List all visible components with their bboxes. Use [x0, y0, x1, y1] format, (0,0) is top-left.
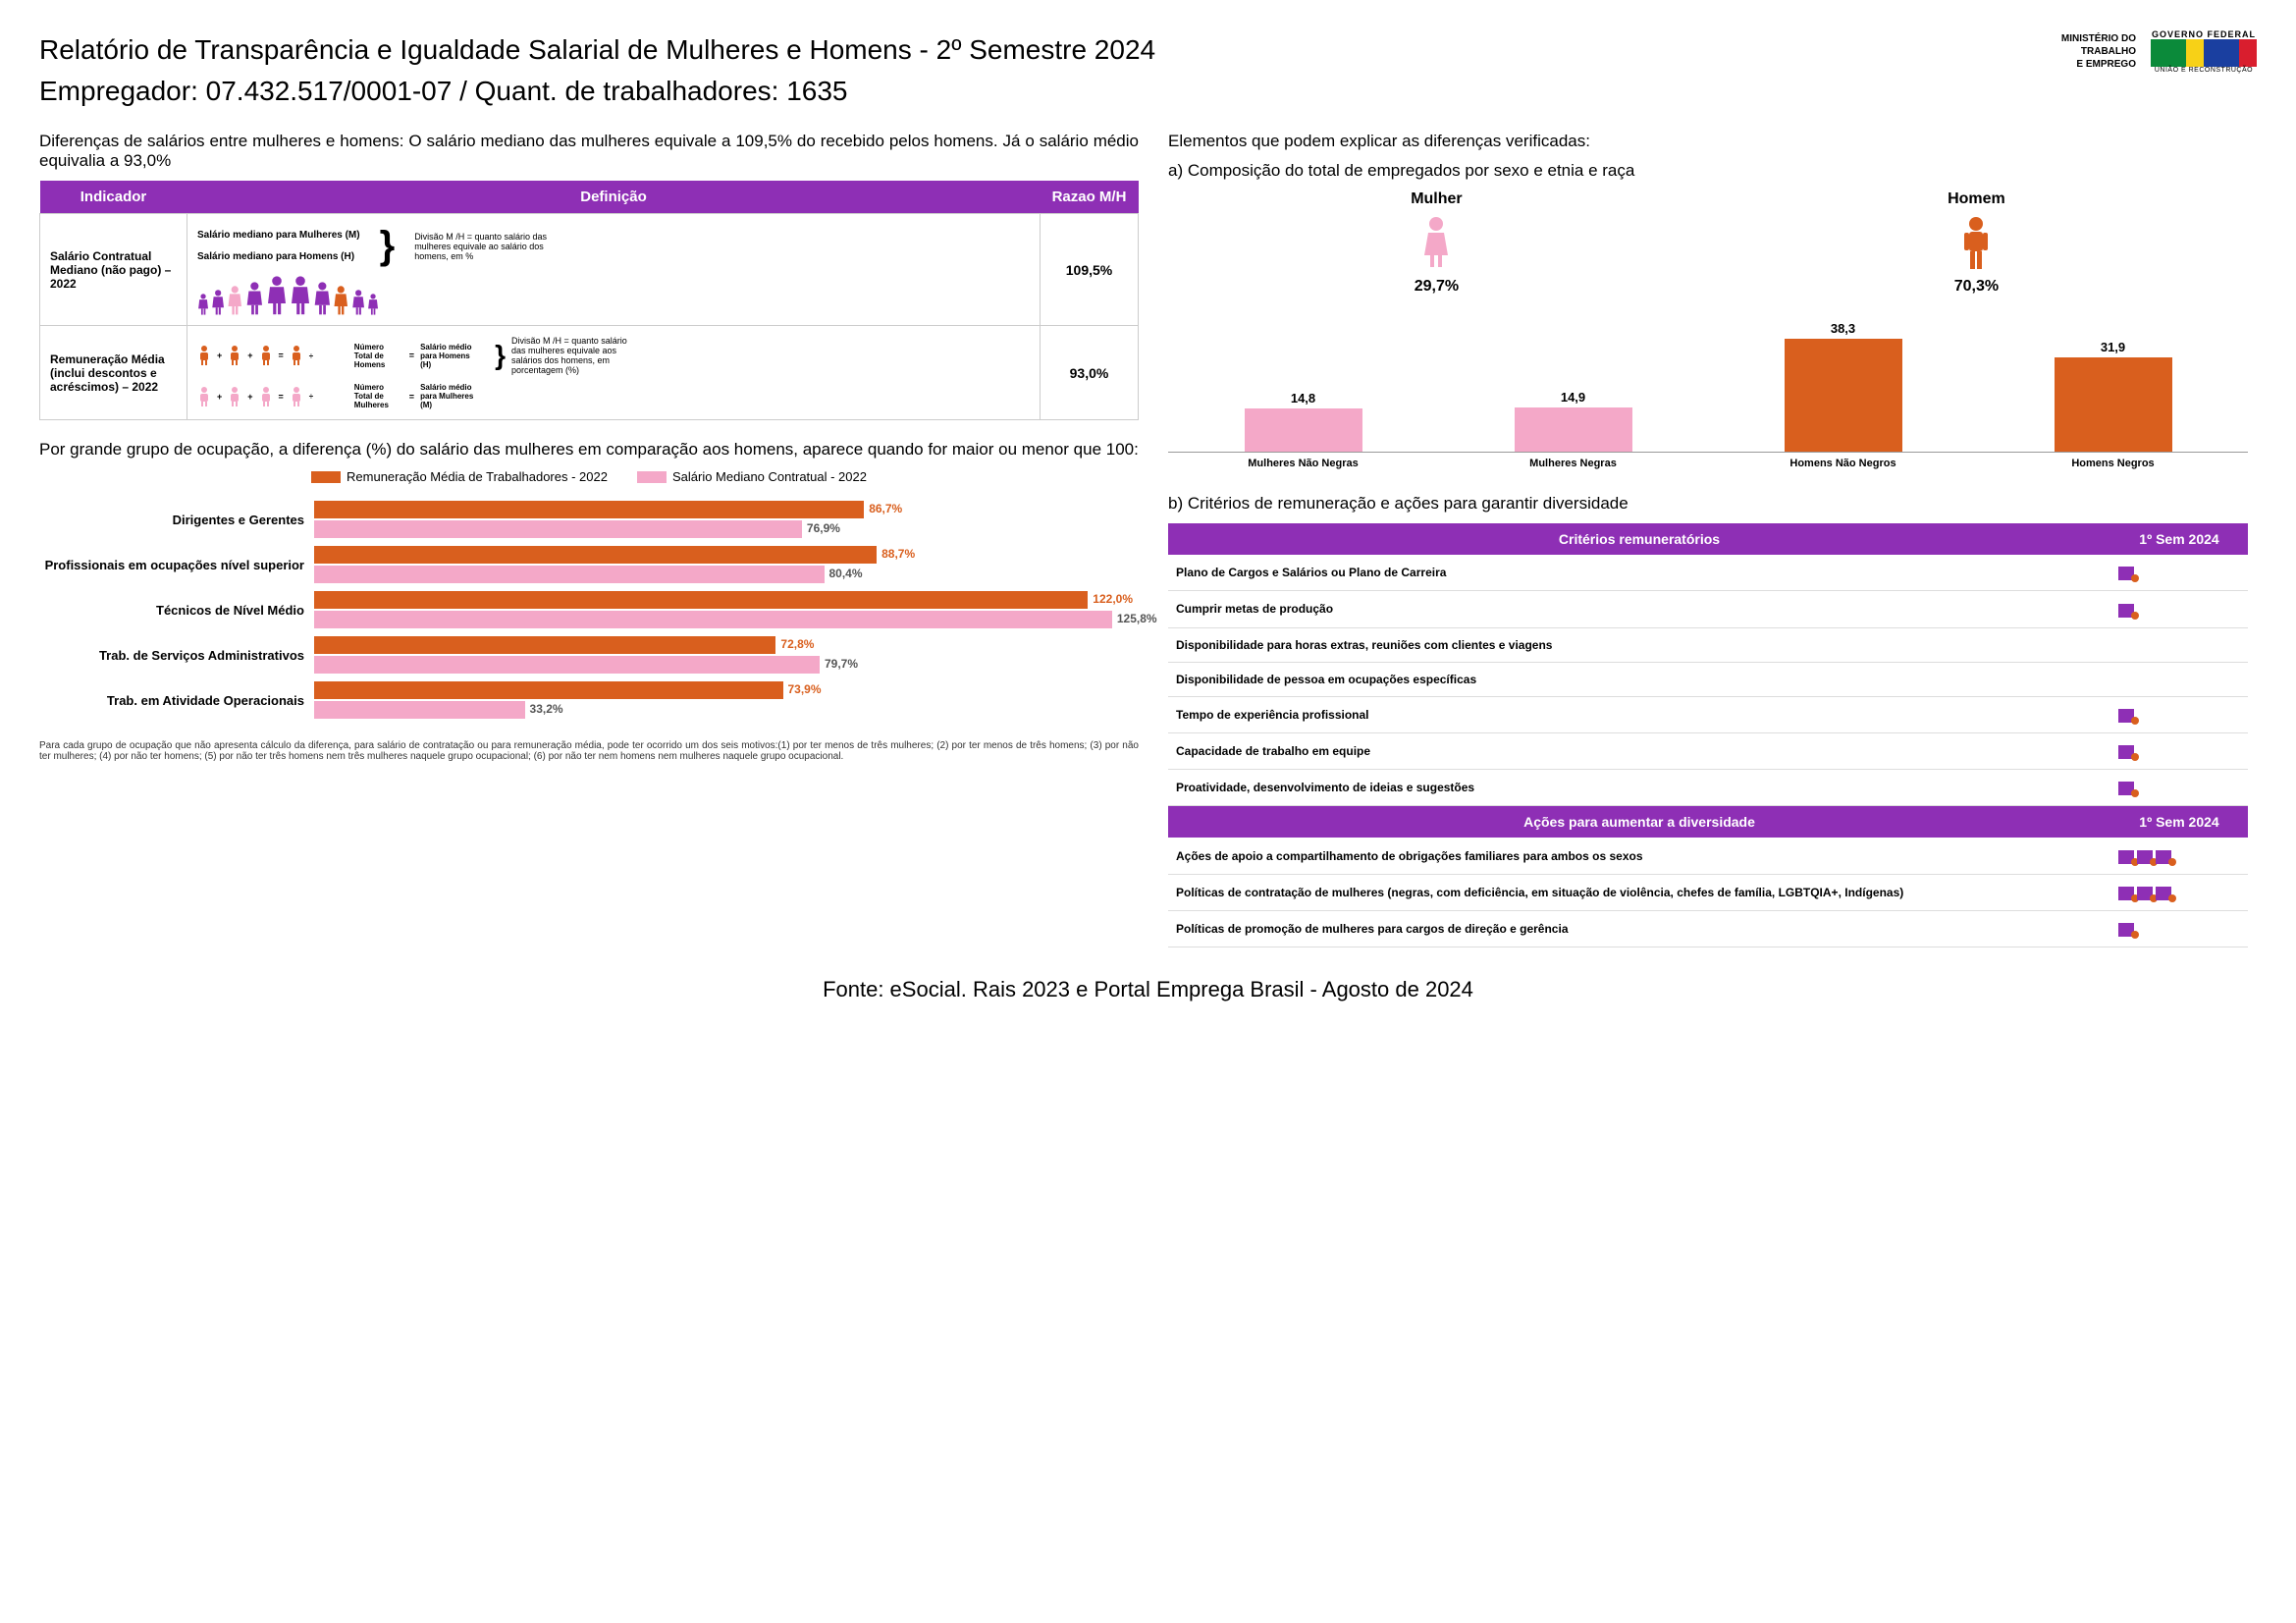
- table-row: Capacidade de trabalho em equipe: [1168, 732, 2248, 769]
- building-icon: [2118, 604, 2134, 618]
- table-row: Cumprir metas de produção: [1168, 591, 2248, 627]
- hbar-legend: Remuneração Média de Trabalhadores - 202…: [39, 469, 1139, 484]
- vbar-chart: 14,8 14,9 38,3 31,9: [1168, 315, 2248, 453]
- right-intro: Elementos que podem explicar as diferenç…: [1168, 132, 2248, 151]
- vbar-item: 38,3: [1755, 339, 1932, 452]
- vbar-item: 31,9: [2025, 357, 2202, 452]
- vbar-item: 14,9: [1485, 407, 1662, 452]
- th-indicator: Indicador: [40, 181, 187, 214]
- hbar-chart: Dirigentes e Gerentes 86,7% 76,9% Profis…: [39, 499, 1139, 721]
- hbar-row: Técnicos de Nível Médio 122,0% 125,8%: [39, 589, 1139, 630]
- median-people-icons: [197, 276, 1030, 315]
- building-icon: [2118, 567, 2134, 580]
- hbar-row: Dirigentes e Gerentes 86,7% 76,9%: [39, 499, 1139, 540]
- building-icon: [2118, 745, 2134, 759]
- table-row: Políticas de contratação de mulheres (ne…: [1168, 874, 2248, 910]
- table-row: Remuneração Média (inclui descontos e ac…: [40, 326, 1139, 420]
- hbar-row: Profissionais em ocupações nível superio…: [39, 544, 1139, 585]
- table-row: Políticas de promoção de mulheres para c…: [1168, 911, 2248, 947]
- building-icon: [2156, 850, 2171, 864]
- section2-text: Por grande grupo de ocupação, a diferenç…: [39, 440, 1139, 460]
- left-intro: Diferenças de salários entre mulheres e …: [39, 132, 1139, 171]
- th-ratio: Razao M/H: [1041, 181, 1139, 214]
- hbar-row: Trab. em Atividade Operacionais 73,9% 33…: [39, 679, 1139, 721]
- building-icon: [2137, 887, 2153, 900]
- criteria-table: Critérios remuneratórios 1º Sem 2024 Pla…: [1168, 523, 2248, 947]
- hbar-row: Trab. de Serviços Administrativos 72,8% …: [39, 634, 1139, 676]
- footnote: Para cada grupo de ocupação que não apre…: [39, 740, 1139, 762]
- header: Relatório de Transparência e Igualdade S…: [39, 29, 2257, 112]
- building-icon: [2118, 887, 2134, 900]
- sec-a: a) Composição do total de empregados por…: [1168, 161, 2248, 181]
- report-title: Relatório de Transparência e Igualdade S…: [39, 29, 1155, 71]
- building-icon: [2118, 782, 2134, 795]
- definition-table: Indicador Definição Razao M/H Salário Co…: [39, 181, 1139, 420]
- th-definition: Definição: [187, 181, 1041, 214]
- table-row: Plano de Cargos e Salários ou Plano de C…: [1168, 555, 2248, 591]
- header-logos: MINISTÉRIO DO TRABALHO E EMPREGO GOVERNO…: [2061, 29, 2257, 74]
- ministry-logo: MINISTÉRIO DO TRABALHO E EMPREGO: [2061, 32, 2136, 71]
- building-icon: [2137, 850, 2153, 864]
- man-icon: [1956, 216, 1996, 270]
- sec-b: b) Critérios de remuneração e ações para…: [1168, 494, 2248, 514]
- gender-composition: Mulher 29,7% Homem 70,3%: [1168, 190, 2248, 296]
- table-row: Proatividade, desenvolvimento de ideias …: [1168, 770, 2248, 806]
- table-row: Tempo de experiência profissional: [1168, 696, 2248, 732]
- woman-icon: [1416, 216, 1456, 270]
- brasil-logo: GOVERNO FEDERAL UNIÃO E RECONSTRUÇÃO: [2151, 29, 2257, 74]
- table-row: Disponibilidade para horas extras, reuni…: [1168, 627, 2248, 662]
- table-row: Salário Contratual Mediano (não pago) – …: [40, 214, 1139, 326]
- table-row: Disponibilidade de pessoa em ocupações e…: [1168, 662, 2248, 696]
- employer-info: Empregador: 07.432.517/0001-07 / Quant. …: [39, 71, 1155, 112]
- header-titles: Relatório de Transparência e Igualdade S…: [39, 29, 1155, 112]
- vbar-item: 14,8: [1215, 408, 1392, 452]
- building-icon: [2118, 850, 2134, 864]
- building-icon: [2156, 887, 2171, 900]
- vbar-labels: Mulheres Não NegrasMulheres NegrasHomens…: [1168, 458, 2248, 469]
- building-icon: [2118, 709, 2134, 723]
- table-row: Ações de apoio a compartilhamento de obr…: [1168, 838, 2248, 874]
- building-icon: [2118, 923, 2134, 937]
- footer-source: Fonte: eSocial. Rais 2023 e Portal Empre…: [39, 977, 2257, 1002]
